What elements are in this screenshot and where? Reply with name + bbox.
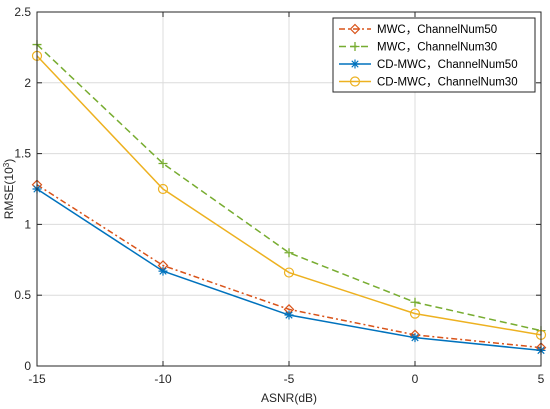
series-line bbox=[36, 184, 542, 349]
data-point-asterisk bbox=[158, 266, 168, 276]
x-tick-label: -15 bbox=[28, 372, 46, 386]
legend-item: CD-MWC，ChannelNum30 bbox=[339, 76, 518, 89]
y-axis-label-exponent: 3 bbox=[2, 162, 11, 167]
legend-label: CD-MWC，ChannelNum50 bbox=[377, 59, 518, 71]
y-tick-label: 1.5 bbox=[14, 147, 31, 161]
legend-item: CD-MWC，ChannelNum50 bbox=[339, 59, 518, 71]
legend-label: CD-MWC，ChannelNum30 bbox=[377, 77, 518, 89]
y-tick-label: 0 bbox=[24, 359, 31, 373]
data-point-circle bbox=[283, 267, 295, 278]
data-point-plus bbox=[158, 159, 168, 169]
data-point-circle bbox=[157, 183, 169, 195]
series-line bbox=[36, 55, 542, 336]
legend-label: MWC，ChannelNum30 bbox=[377, 42, 497, 54]
legend-item: MWC，ChannelNum50 bbox=[339, 23, 497, 36]
legend-label: MWC，ChannelNum50 bbox=[377, 24, 497, 36]
data-point-plus bbox=[284, 248, 294, 258]
data-point-asterisk bbox=[410, 333, 420, 343]
data-point-circle bbox=[409, 308, 421, 319]
data-point-asterisk bbox=[350, 59, 360, 69]
axis-ticks: -15 -10 -5 0 5 0 0.5 1 1.5 2 2.5 bbox=[14, 5, 544, 386]
x-tick-label: 0 bbox=[412, 372, 419, 386]
x-tick-label: -10 bbox=[154, 372, 172, 386]
y-tick-label: 1 bbox=[24, 217, 31, 231]
y-axis-label: RMSE(103) bbox=[2, 159, 17, 219]
y-tick-label: 2.5 bbox=[14, 5, 31, 19]
y-tick-label: 2 bbox=[24, 76, 31, 90]
series-4 bbox=[31, 50, 547, 340]
legend: MWC，ChannelNum50 MWC，ChannelNum30 CD-MWC，C… bbox=[332, 17, 536, 93]
y-axis-label-close: ) bbox=[2, 159, 16, 163]
x-axis-label: ASNR(dB) bbox=[261, 391, 317, 405]
legend-box bbox=[332, 17, 536, 93]
legend-item: MWC，ChannelNum30 bbox=[339, 42, 497, 54]
x-tick-label: -5 bbox=[284, 372, 295, 386]
data-point-plus bbox=[350, 42, 360, 51]
data-point-circle bbox=[349, 76, 361, 87]
data-point-asterisk bbox=[284, 310, 294, 320]
y-axis-label-main: RMSE(10 bbox=[2, 167, 16, 219]
data-point-diamond bbox=[349, 23, 361, 35]
x-tick-label: 5 bbox=[538, 372, 545, 386]
y-tick-label: 0.5 bbox=[14, 288, 31, 302]
data-point-plus bbox=[410, 297, 420, 307]
series-line bbox=[36, 44, 542, 332]
